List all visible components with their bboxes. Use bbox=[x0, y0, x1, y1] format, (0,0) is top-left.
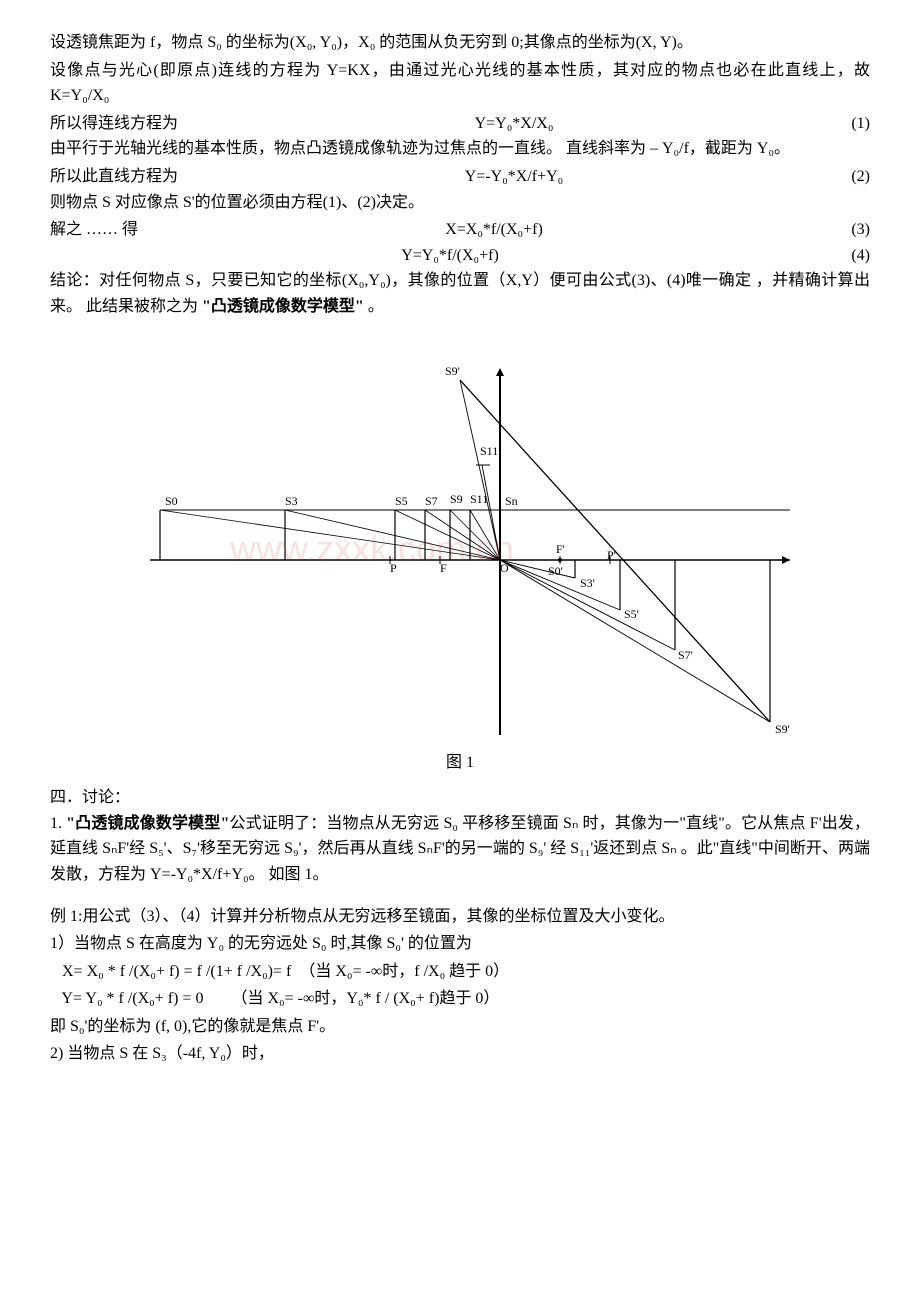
svg-text:S7': S7' bbox=[678, 648, 693, 662]
example-1-step1-x: X= X₀ * f /(X₀+ f) = f /(1+ f /X₀)= f （当… bbox=[50, 959, 870, 985]
formula-2: 所以此直线方程为 Y=-Y₀*X/f+Y₀ (2) bbox=[50, 164, 870, 190]
example-1-step1: 1）当物点 S 在高度为 Y₀ 的无穷远处 S₀ 时,其像 S₀' 的位置为 bbox=[50, 931, 870, 957]
svg-text:Sn: Sn bbox=[505, 494, 518, 508]
svg-text:S0': S0' bbox=[548, 564, 563, 578]
svg-text:S5: S5 bbox=[395, 494, 408, 508]
formula-2-expr: Y=-Y₀*X/f+Y₀ bbox=[178, 164, 810, 190]
svg-text:S3: S3 bbox=[285, 494, 298, 508]
svg-text:S9': S9' bbox=[445, 364, 460, 378]
formula-3: 解之 …… 得 X=X₀*f/(X₀+f) (3) bbox=[50, 217, 870, 243]
svg-text:O: O bbox=[500, 561, 509, 575]
svg-text:S11: S11 bbox=[470, 492, 488, 506]
figure-caption: 图 1 bbox=[50, 750, 870, 776]
formula-1-num: (1) bbox=[810, 111, 870, 137]
conclusion-post: 。 bbox=[364, 298, 384, 315]
diagram-container: www.zxxk.com.cn S0S3S5S7S9S11SnS9'S11'PF… bbox=[50, 340, 870, 740]
discussion-1-bold: "凸透镜成像数学模型" bbox=[66, 815, 229, 832]
svg-text:P: P bbox=[390, 561, 397, 575]
formula-4-num: (4) bbox=[810, 243, 870, 269]
formula-1-label: 所以得连线方程为 bbox=[50, 111, 178, 137]
discussion-1: 1. "凸透镜成像数学模型"公式证明了：当物点从无穷远 S₀ 平移移至镜面 Sₙ… bbox=[50, 811, 870, 888]
formula-2-num: (2) bbox=[810, 164, 870, 190]
discussion-1-pre: 1. bbox=[50, 815, 66, 832]
conclusion-bold: "凸透镜成像数学模型" bbox=[202, 298, 364, 315]
conclusion-pre: 结论：对任何物点 S，只要已知它的坐标(X₀,Y₀)，其像的位置（X,Y）便可由… bbox=[50, 272, 870, 315]
conclusion: 结论：对任何物点 S，只要已知它的坐标(X₀,Y₀)，其像的位置（X,Y）便可由… bbox=[50, 268, 870, 319]
svg-text:S7: S7 bbox=[425, 494, 438, 508]
example-1-step2: 2) 当物点 S 在 S₃（-4f, Y₀）时， bbox=[50, 1041, 870, 1067]
svg-text:S9': S9' bbox=[775, 722, 790, 736]
svg-text:S9: S9 bbox=[450, 492, 463, 506]
formula-3-label: 解之 …… 得 bbox=[50, 217, 138, 243]
example-1-title: 例 1:用公式（3）、（4）计算并分析物点从无穷远移至镜面，其像的坐标位置及大小… bbox=[50, 904, 870, 930]
svg-text:F: F bbox=[440, 561, 447, 575]
svg-text:P': P' bbox=[607, 548, 616, 562]
svg-text:S3': S3' bbox=[580, 576, 595, 590]
formula-3-num: (3) bbox=[810, 217, 870, 243]
formula-1-expr: Y=Y₀*X/X₀ bbox=[178, 111, 810, 137]
optics-diagram: S0 S3 S5 S7 S9 S11 Sn S9' S11' P F O F' P' S0' S3' S5' S7… bbox=[110, 340, 810, 740]
formula-4-expr: Y=Y₀*f/(X₀+f) bbox=[50, 243, 810, 269]
svg-text:F': F' bbox=[556, 542, 565, 556]
svg-text:S5': S5' bbox=[624, 607, 639, 621]
paragraph-3: 由平行于光轴光线的基本性质，物点凸透镜成像轨迹为过焦点的一直线。 直线斜率为 –… bbox=[50, 136, 870, 162]
formula-2-label: 所以此直线方程为 bbox=[50, 164, 178, 190]
section-4-title: 四．讨论： bbox=[50, 785, 870, 811]
svg-text:S0: S0 bbox=[165, 494, 178, 508]
paragraph-2: 设像点与光心(即原点)连线的方程为 Y=KX，由通过光心光线的基本性质，其对应的… bbox=[50, 58, 870, 109]
formula-4: Y=Y₀*f/(X₀+f) (4) bbox=[50, 243, 870, 269]
formula-3-expr: X=X₀*f/(X₀+f) bbox=[138, 217, 810, 243]
svg-text:S11': S11' bbox=[480, 444, 500, 458]
example-1-step1-conclusion: 即 S₀'的坐标为 (f, 0),它的像就是焦点 F'。 bbox=[50, 1014, 870, 1040]
formula-1: 所以得连线方程为 Y=Y₀*X/X₀ (1) bbox=[50, 111, 870, 137]
example-1-step1-y: Y= Y₀ * f /(X₀+ f) = 0 （当 X₀= -∞时，Y₀* f … bbox=[50, 986, 870, 1012]
paragraph-1: 设透镜焦距为 f，物点 S₀ 的坐标为(X₀, Y₀)，X₀ 的范围从负无穷到 … bbox=[50, 30, 870, 56]
paragraph-4: 则物点 S 对应像点 S'的位置必须由方程(1)、(2)决定。 bbox=[50, 190, 870, 216]
